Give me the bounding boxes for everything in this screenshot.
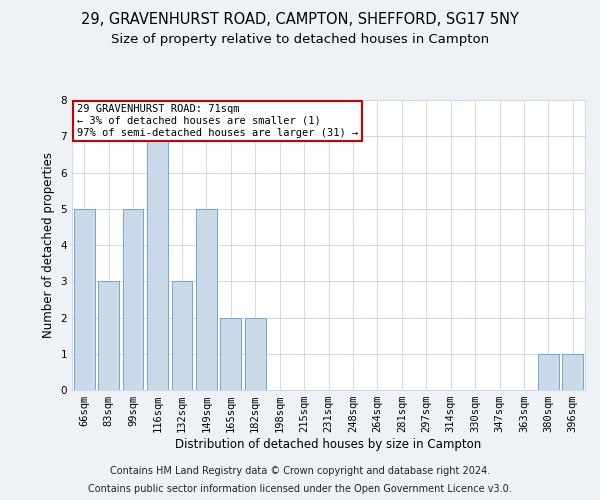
Text: Contains HM Land Registry data © Crown copyright and database right 2024.: Contains HM Land Registry data © Crown c…	[110, 466, 490, 476]
Y-axis label: Number of detached properties: Number of detached properties	[42, 152, 55, 338]
Text: 29 GRAVENHURST ROAD: 71sqm
← 3% of detached houses are smaller (1)
97% of semi-d: 29 GRAVENHURST ROAD: 71sqm ← 3% of detac…	[77, 104, 358, 138]
Text: 29, GRAVENHURST ROAD, CAMPTON, SHEFFORD, SG17 5NY: 29, GRAVENHURST ROAD, CAMPTON, SHEFFORD,…	[81, 12, 519, 28]
Bar	[122, 209, 143, 390]
Bar	[172, 281, 193, 390]
Bar	[147, 136, 168, 390]
Bar	[562, 354, 583, 390]
Bar	[245, 318, 266, 390]
X-axis label: Distribution of detached houses by size in Campton: Distribution of detached houses by size …	[175, 438, 482, 451]
Text: Contains public sector information licensed under the Open Government Licence v3: Contains public sector information licen…	[88, 484, 512, 494]
Bar	[538, 354, 559, 390]
Text: Size of property relative to detached houses in Campton: Size of property relative to detached ho…	[111, 32, 489, 46]
Bar	[196, 209, 217, 390]
Bar	[98, 281, 119, 390]
Bar	[74, 209, 95, 390]
Bar	[220, 318, 241, 390]
